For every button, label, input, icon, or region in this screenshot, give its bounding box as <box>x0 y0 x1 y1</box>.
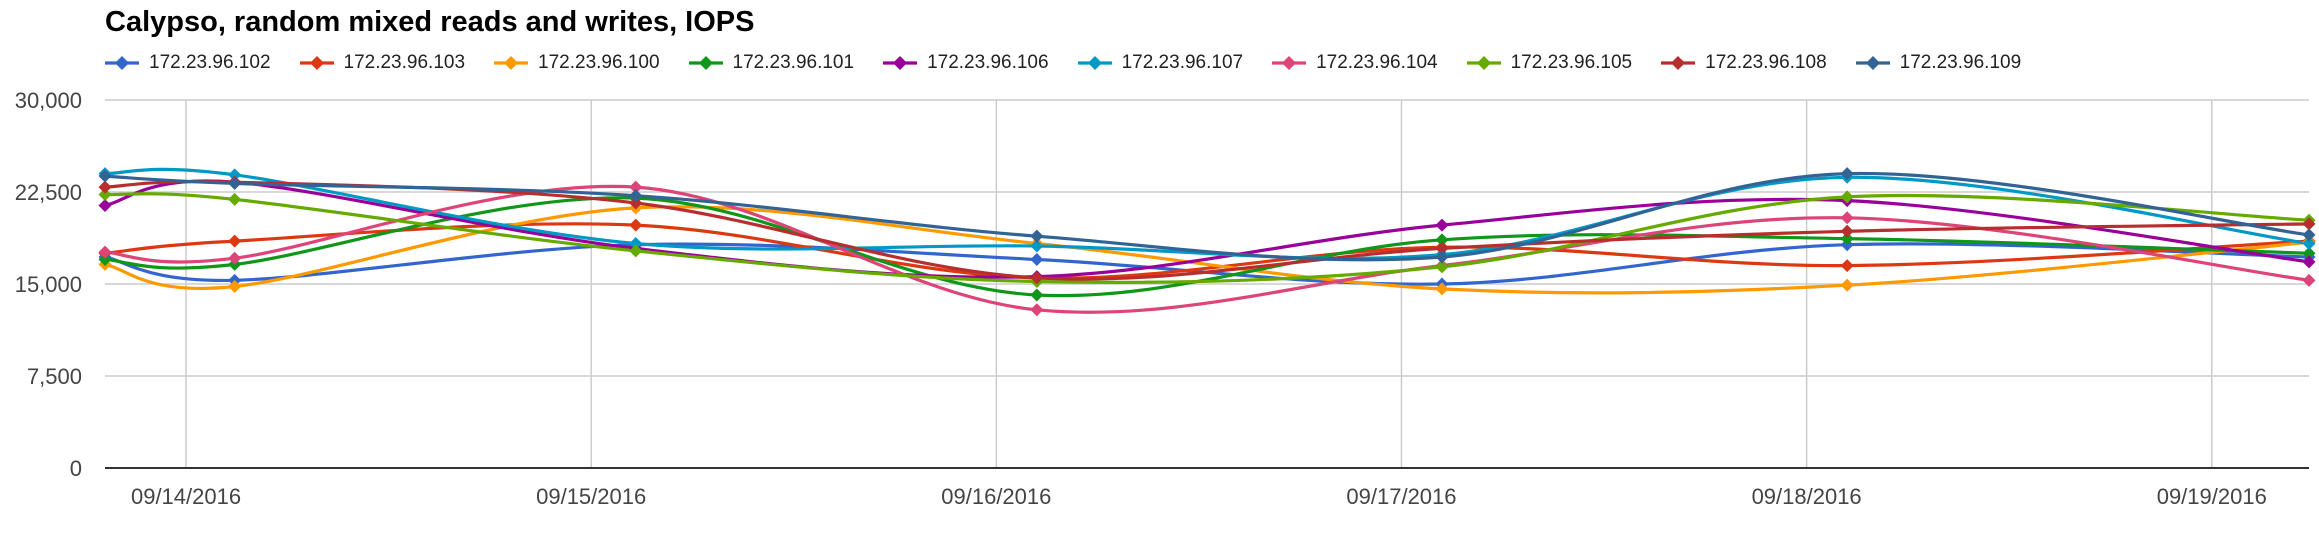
legend-swatch-icon <box>1855 56 1890 70</box>
data-point-marker <box>1030 229 1044 243</box>
data-point-marker <box>1840 167 1854 181</box>
data-point-marker <box>629 244 643 258</box>
legend-swatch-icon <box>299 56 334 70</box>
legend-swatch-icon <box>688 56 723 70</box>
data-point-marker <box>629 189 643 203</box>
data-point-marker <box>2302 273 2316 287</box>
y-tick-label: 7,500 <box>27 364 82 389</box>
legend-label: 172.23.96.101 <box>732 52 855 73</box>
legend-label: 172.23.96.102 <box>149 52 271 73</box>
data-point-marker <box>1840 224 1854 238</box>
data-point-marker <box>1435 233 1449 247</box>
legend-label: 172.23.96.100 <box>538 52 660 73</box>
data-point-marker <box>228 234 242 248</box>
data-point-marker <box>1435 250 1449 264</box>
data-point-marker <box>98 169 112 183</box>
data-point-marker <box>629 196 643 210</box>
series-line-4 <box>104 179 2310 279</box>
data-point-marker <box>228 251 242 265</box>
legend-item[interactable]: 172.23.96.106 <box>883 52 1049 74</box>
legend-swatch-icon <box>105 56 139 70</box>
legend-label: 172.23.96.103 <box>343 52 466 73</box>
data-point-marker <box>2302 228 2316 242</box>
legend-swatch-icon <box>1661 56 1696 70</box>
x-tick-label: 09/19/2016 <box>2157 484 2267 509</box>
data-point-marker <box>1030 239 1044 253</box>
legend-swatch-icon <box>1272 56 1307 70</box>
data-point-marker <box>1840 211 1854 225</box>
legend-item[interactable]: 172.23.96.100 <box>494 52 660 74</box>
axes: 0 7,500 15,000 22,500 30,000 09/14/2016 09/15/… <box>15 88 2309 509</box>
series-markers <box>98 167 2316 317</box>
legend-swatch-icon <box>494 56 529 70</box>
legend-item[interactable]: 172.23.96.103 <box>299 52 466 74</box>
data-point-marker <box>1840 278 1854 292</box>
data-point-marker <box>1435 218 1449 232</box>
data-point-marker <box>1435 260 1449 274</box>
legend-item[interactable]: 172.23.96.104 <box>1272 52 1438 74</box>
y-tick-label: 30,000 <box>15 88 82 113</box>
data-point-marker <box>629 218 643 232</box>
legend-label: 172.23.96.106 <box>927 52 1049 73</box>
data-point-marker <box>1030 288 1044 302</box>
x-tick-label: 09/15/2016 <box>536 484 646 509</box>
legend-swatch-icon <box>1466 56 1501 70</box>
x-tick-label: 09/14/2016 <box>131 484 241 509</box>
series-line-3 <box>104 196 2310 298</box>
legend-label: 172.23.96.104 <box>1316 52 1438 73</box>
series-line-6 <box>104 184 2310 314</box>
series-line-7 <box>104 192 2310 284</box>
grid-lines <box>105 99 2309 468</box>
y-tick-label: 15,000 <box>15 272 82 297</box>
x-tick-label: 09/18/2016 <box>1752 484 1862 509</box>
data-point-marker <box>98 187 112 201</box>
legend-item[interactable]: 172.23.96.108 <box>1661 52 1827 74</box>
legend-item[interactable]: 172.23.96.105 <box>1466 52 1633 74</box>
data-point-marker <box>1840 259 1854 273</box>
x-tick-label: 09/17/2016 <box>1346 484 1456 509</box>
data-point-marker <box>228 176 242 190</box>
data-point-marker <box>228 279 242 293</box>
legend-item[interactable]: 172.23.96.101 <box>688 52 855 74</box>
series-lines <box>104 167 2310 314</box>
legend: 172.23.96.102 172.23.96.103 172.23.96.100 1… <box>105 50 2050 76</box>
legend-swatch-icon <box>1077 56 1112 70</box>
data-point-marker <box>228 168 242 182</box>
legend-label: 172.23.96.107 <box>1121 52 1244 73</box>
data-point-marker <box>98 198 112 212</box>
legend-label: 172.23.96.109 <box>1899 52 2022 73</box>
legend-label: 172.23.96.108 <box>1705 52 1827 73</box>
series-line-2 <box>104 205 2310 295</box>
data-point-marker <box>2302 255 2316 269</box>
data-point-marker <box>228 192 242 206</box>
data-point-marker <box>1435 241 1449 255</box>
series-line-9 <box>104 171 2310 262</box>
data-point-marker <box>98 180 112 194</box>
legend-item[interactable]: 172.23.96.102 <box>105 52 271 74</box>
data-point-marker <box>2302 237 2316 251</box>
data-point-marker <box>629 237 643 251</box>
data-point-marker <box>629 180 643 194</box>
data-point-marker <box>1840 232 1854 246</box>
data-point-marker <box>1030 303 1044 317</box>
data-point-marker <box>2302 217 2316 231</box>
legend-item[interactable]: 172.23.96.109 <box>1855 52 2022 74</box>
chart-title: Calypso, random mixed reads and writes, … <box>105 6 755 38</box>
legend-item[interactable]: 172.23.96.107 <box>1077 52 1244 74</box>
data-point-marker <box>1030 271 1044 285</box>
data-point-marker <box>98 252 112 266</box>
data-point-marker <box>2302 246 2316 260</box>
x-tick-label: 09/16/2016 <box>941 484 1051 509</box>
series-line-0 <box>104 242 2310 286</box>
y-tick-label: 0 <box>70 456 82 481</box>
data-point-marker <box>98 245 112 259</box>
series-line-5 <box>104 167 2310 260</box>
legend-swatch-icon <box>883 56 918 70</box>
data-point-marker <box>1030 252 1044 266</box>
y-tick-label: 22,500 <box>15 180 82 205</box>
legend-label: 172.23.96.105 <box>1510 52 1633 73</box>
data-point-marker <box>1435 282 1449 296</box>
data-point-marker <box>1840 190 1854 204</box>
